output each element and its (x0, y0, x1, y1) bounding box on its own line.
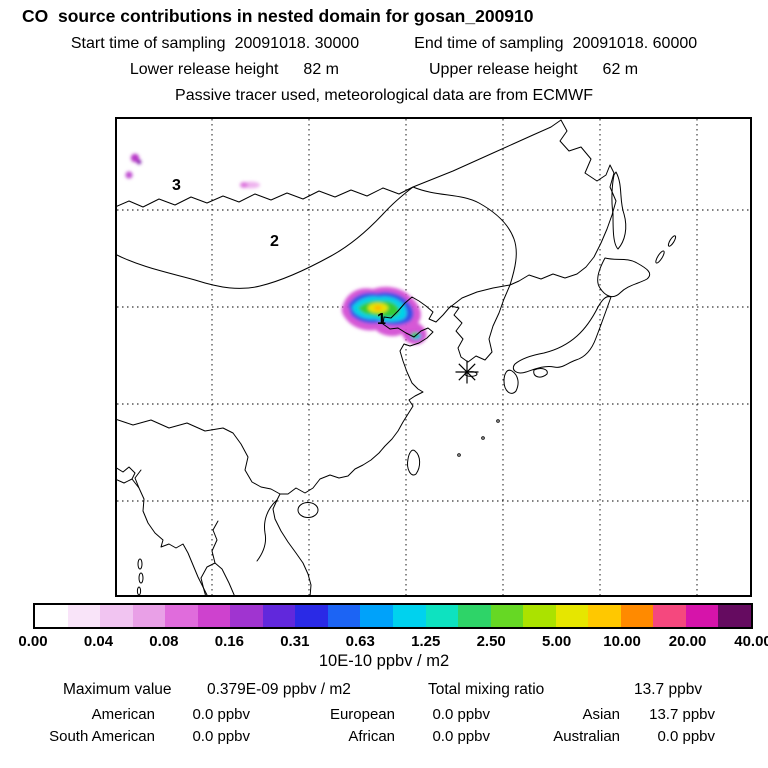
colorbar-segment (327, 605, 361, 627)
region-stat-value: 0.0 ppbv (432, 706, 490, 723)
colorbar-segment (230, 605, 263, 627)
colorbar (33, 603, 753, 629)
maximum-value: 0.379E-09 ppbv / m2 (207, 681, 351, 698)
region-stat-name: American (91, 706, 155, 723)
region-stat-value: 0.0 ppbv (192, 728, 250, 745)
receptor-marker-icon (455, 360, 479, 384)
upper-release-pair: Upper release height 62 m (429, 61, 638, 79)
colorbar-segment (100, 605, 133, 627)
colorbar-tick-label: 0.08 (149, 633, 179, 650)
colorbar-segment (653, 605, 686, 627)
colorbar-segment (262, 605, 296, 627)
colorbar-segment (165, 605, 198, 627)
colorbar-segment (718, 605, 752, 627)
colorbar-segment (67, 605, 101, 627)
end-time-pair: End time of sampling 20091018. 60000 (414, 35, 697, 53)
map-svg: 3 2 1 (115, 117, 752, 597)
region-label-2: 2 (270, 233, 279, 250)
contribution-plume (125, 153, 427, 345)
region-stat-value: 13.7 ppbv (649, 706, 715, 723)
colorbar-tick-label: 0.00 (18, 633, 48, 650)
region-stat-name: Australian (553, 728, 620, 745)
start-time-pair: Start time of sampling 20091018. 30000 (71, 35, 359, 53)
colorbar-segment (458, 605, 491, 627)
colorbar-tick-label: 40.00 (734, 633, 768, 650)
colorbar-unit: 10E-10 ppbv / m2 (318, 652, 450, 670)
colorbar-tick-label: 0.63 (345, 633, 375, 650)
sampling-times-line: Start time of sampling 20091018. 30000 En… (0, 35, 768, 53)
colorbar-segment (132, 605, 166, 627)
end-time-value: 20091018. 60000 (572, 35, 698, 52)
release-heights-line: Lower release height 82 m Upper release h… (0, 61, 768, 79)
colorbar-segment (393, 605, 426, 627)
colorbar-segment (360, 605, 394, 627)
colorbar-segment (490, 605, 524, 627)
start-time-value: 20091018. 30000 (234, 35, 360, 52)
colorbar-segment (523, 605, 556, 627)
colorbar-tick-label: 5.00 (542, 633, 572, 650)
map-frame (115, 117, 752, 597)
colorbar-tick-label: 20.00 (668, 633, 707, 650)
total-mixing-ratio-value: 13.7 ppbv (634, 681, 703, 698)
region-stat-name: European (329, 706, 395, 723)
colorbar-segment (35, 605, 68, 627)
colorbar-segment (295, 605, 328, 627)
colorbar-segment (555, 605, 589, 627)
colorbar-segment (197, 605, 231, 627)
start-time-label: Start time of sampling (70, 35, 226, 52)
region-stat-name: South American (49, 728, 155, 745)
end-time-label: End time of sampling (414, 35, 564, 52)
region-label-1: 1 (377, 311, 386, 328)
map: 3 2 1 (115, 117, 752, 597)
graticule (117, 119, 750, 595)
lower-release-label: Lower release height (129, 61, 279, 78)
colorbar-tick-label: 2.50 (476, 633, 506, 650)
region-stat-value: 0.0 ppbv (192, 706, 250, 723)
colorbar-tick-label: 0.16 (214, 633, 244, 650)
region-stat-value: 0.0 ppbv (432, 728, 490, 745)
colorbar-segment (588, 605, 621, 627)
lower-release-value: 82 m (303, 61, 339, 78)
region-stats: American 0.0 ppbv European 0.0 ppbv Asian 13.… (30, 704, 720, 748)
colorbar-tick-label: 1.25 (411, 633, 441, 650)
colorbar-tick-label: 0.04 (83, 633, 114, 650)
coastlines (115, 119, 677, 597)
page-title: CO source contributions in nested domain… (22, 6, 534, 26)
colorbar-segment (425, 605, 459, 627)
region-stat-name: Asian (582, 706, 620, 723)
upper-release-value: 62 m (602, 61, 639, 78)
colorbar-segment (620, 605, 654, 627)
tracer-note-line: Passive tracer used, meteorological data… (0, 87, 768, 105)
total-mixing-ratio-label: Total mixing ratio (428, 681, 545, 698)
colorbar-tick-label: 0.31 (280, 633, 310, 650)
colorbar-ticks: 0.00 0.04 0.08 0.16 0.31 0.63 1.25 2.50 5.00 10.0… (18, 633, 768, 650)
maximum-value-label: Maximum value (63, 681, 172, 698)
upper-release-label: Upper release height (429, 61, 578, 78)
region-stat-value: 0.0 ppbv (657, 728, 715, 745)
region-stat-name: African (348, 728, 395, 745)
summary-stats-line: Maximum value 0.379E-09 ppbv / m2 Total … (0, 681, 768, 701)
colorbar-tick-label: 10.00 (603, 633, 641, 650)
region-label-3: 3 (172, 177, 181, 194)
tracer-note: Passive tracer used, meteorological data… (175, 87, 593, 104)
lower-release-pair: Lower release height 82 m (130, 61, 339, 79)
colorbar-segment (685, 605, 719, 627)
